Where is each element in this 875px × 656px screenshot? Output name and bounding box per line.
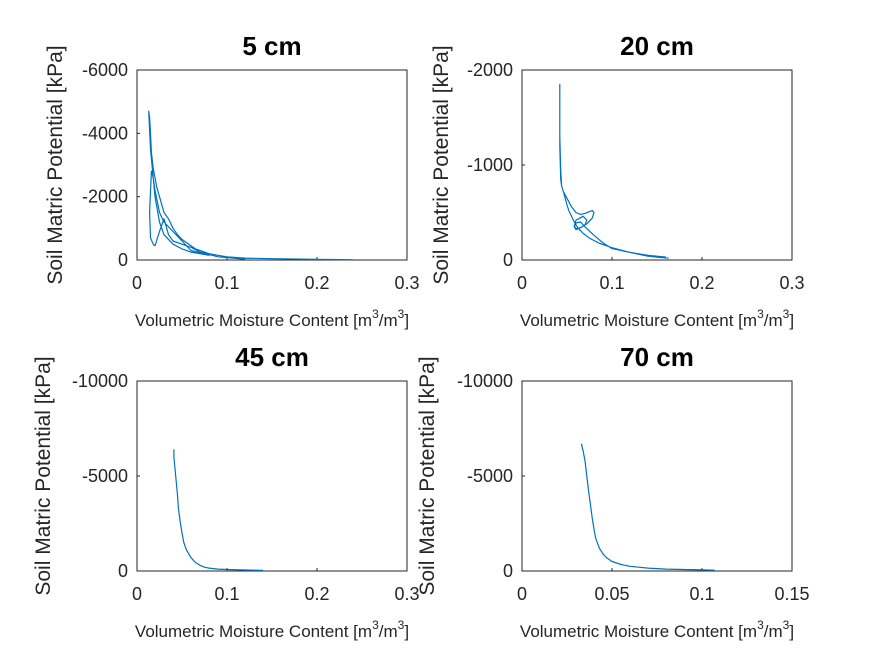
y-tick-label: -1000: [467, 155, 513, 175]
y-tick-label: -5000: [82, 466, 128, 486]
series-group: [173, 449, 264, 571]
subplot-5cm: 5 cm 0 0.1 0.2 0.3 0 -2000 -4000 -6000 Volumet…: [44, 31, 420, 330]
y-tick-label: 0: [118, 561, 128, 581]
y-tick-labels: 0 -1000 -2000: [467, 60, 525, 270]
subplot-20cm: 20 cm 0 0.1 0.2 0.3 0 -1000 -2000 Volumetric …: [430, 31, 805, 330]
x-axis-label: Volumetric Moisture Content [m3/m3]: [135, 618, 409, 641]
series-group: [148, 110, 354, 261]
x-tick-label: 0.1: [214, 273, 239, 293]
y-tick-labels: 0 -2000 -4000 -6000: [82, 60, 140, 270]
x-tick-label: 0.05: [594, 584, 629, 604]
x-tick-labels: 0 0.1 0.2 0.3: [132, 257, 420, 293]
x-tick-label: 0.2: [689, 273, 714, 293]
x-axis-label: Volumetric Moisture Content [m3/m3]: [135, 307, 409, 330]
series-line: [148, 110, 354, 261]
y-tick-label: 0: [503, 250, 513, 270]
x-tick-label: 0.2: [304, 273, 329, 293]
plot-area: [136, 69, 408, 261]
series-line: [580, 443, 715, 571]
series-line: [559, 83, 669, 259]
y-tick-label: 0: [118, 250, 128, 270]
y-tick-label: -10000: [457, 371, 513, 391]
series-group: [580, 443, 715, 571]
x-tick-labels: 0 0.1 0.2 0.3: [132, 568, 420, 604]
subplot-title: 20 cm: [620, 31, 694, 61]
x-tick-label: 0.2: [304, 584, 329, 604]
subplot-title: 5 cm: [242, 31, 301, 61]
y-tick-label: 0: [503, 561, 513, 581]
x-tick-label: 0.3: [394, 273, 419, 293]
x-tick-labels: 0 0.1 0.2 0.3: [517, 257, 805, 293]
subplot-70cm: 70 cm 0 0.05 0.1 0.15 0 -5000 -10000 Volumetr…: [416, 342, 810, 641]
y-tick-label: -10000: [72, 371, 128, 391]
subplot-45cm: 45 cm 0 0.1 0.2 0.3 0 -5000 -10000 Volumetric…: [32, 342, 420, 641]
series-line: [173, 449, 264, 571]
y-tick-label: -5000: [467, 466, 513, 486]
x-axis-label: Volumetric Moisture Content [m3/m3]: [520, 307, 794, 330]
y-tick-label: -4000: [82, 123, 128, 143]
y-axis-label: Soil Matric Potential [kPa]: [430, 45, 453, 284]
x-tick-label: 0.3: [779, 273, 804, 293]
x-tick-label: 0: [132, 584, 142, 604]
x-tick-label: 0.1: [214, 584, 239, 604]
y-tick-label: -6000: [82, 60, 128, 80]
x-tick-label: 0.1: [689, 584, 714, 604]
subplot-title: 70 cm: [620, 342, 694, 372]
x-tick-labels: 0 0.05 0.1 0.15: [517, 568, 810, 604]
x-tick-label: 0: [517, 273, 527, 293]
subplot-title: 45 cm: [235, 342, 309, 372]
x-tick-label: 0.15: [774, 584, 809, 604]
x-tick-label: 0: [517, 584, 527, 604]
y-axis-label: Soil Matric Potential [kPa]: [416, 356, 439, 595]
series-group: [559, 83, 669, 259]
y-tick-label: -2000: [467, 60, 513, 80]
x-axis-label: Volumetric Moisture Content [m3/m3]: [520, 618, 794, 641]
y-axis-label: Soil Matric Potential [kPa]: [32, 356, 55, 595]
x-tick-label: 0: [132, 273, 142, 293]
y-tick-labels: 0 -5000 -10000: [72, 371, 140, 581]
x-tick-label: 0.3: [394, 584, 419, 604]
x-tick-label: 0.1: [599, 273, 624, 293]
y-tick-label: -2000: [82, 187, 128, 207]
y-axis-label: Soil Matric Potential [kPa]: [44, 45, 67, 284]
y-tick-labels: 0 -5000 -10000: [457, 371, 525, 581]
